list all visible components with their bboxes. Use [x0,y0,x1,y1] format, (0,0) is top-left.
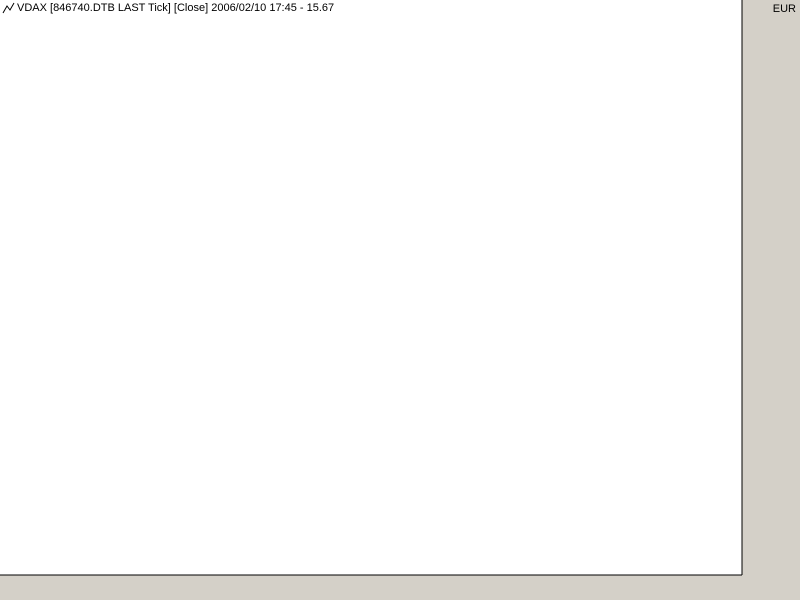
chart-title: VDAX [846740.DTB LAST Tick] [Close] 2006… [17,2,334,14]
unit-label: EUR [773,3,796,15]
x-axis-panel [0,575,800,600]
y-axis-panel [742,0,800,600]
chart-icon [2,2,15,14]
plot-area [0,0,742,575]
